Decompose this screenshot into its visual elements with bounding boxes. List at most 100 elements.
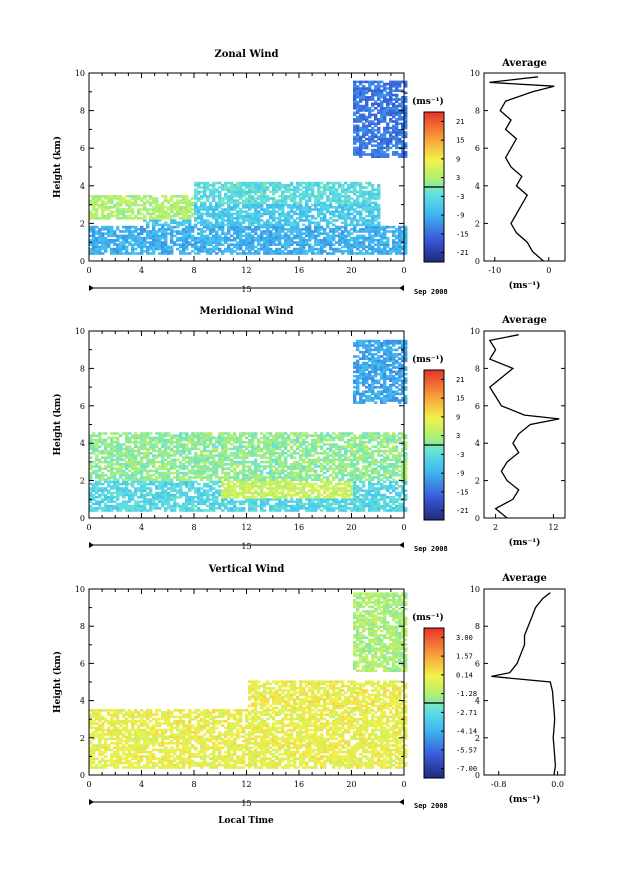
heatmap-cell	[131, 447, 135, 451]
heatmap-cell	[254, 458, 258, 462]
heatmap-cell	[92, 197, 96, 200]
heatmap-cell	[236, 491, 240, 495]
heatmap-cell	[179, 471, 183, 475]
heatmap-cell	[257, 225, 261, 229]
heatmap-cell	[167, 225, 171, 229]
heatmap-cell	[242, 206, 246, 209]
heatmap-cell	[89, 217, 93, 220]
heatmap-cell	[293, 219, 297, 222]
heatmap-cell	[305, 234, 309, 238]
heatmap-cell	[224, 184, 228, 187]
heatmap-cell	[230, 447, 234, 451]
heatmap-cell	[302, 432, 306, 435]
heatmap-cell	[128, 432, 132, 435]
heatmap-cell	[242, 184, 246, 187]
heatmap-cell	[98, 217, 102, 220]
heatmap-cell	[320, 217, 324, 220]
heatmap-cell	[329, 243, 333, 246]
heatmap-cell	[101, 195, 105, 198]
heatmap-cell	[338, 247, 342, 251]
heatmap-cell	[308, 210, 312, 213]
heatmap-cell	[284, 195, 288, 198]
heatmap-cell	[110, 491, 114, 495]
heatmap-cell	[314, 482, 318, 486]
heatmap-cell	[185, 236, 189, 240]
heatmap-cell	[305, 441, 309, 444]
heatmap-cell	[233, 230, 237, 233]
heatmap-cell	[296, 482, 300, 486]
heatmap-cell	[254, 199, 258, 202]
heatmap-cell	[200, 228, 204, 231]
heatmap-cell	[131, 197, 135, 200]
heatmap-cell	[245, 234, 249, 238]
heatmap-cell	[329, 203, 333, 207]
heatmap-cell	[155, 432, 159, 435]
heatmap-cell	[146, 234, 150, 238]
heatmap-cell	[266, 228, 270, 231]
heatmap-cell	[362, 234, 366, 238]
heatmap-cell	[113, 247, 117, 251]
heatmap-cell	[266, 476, 270, 479]
heatmap-cell	[323, 206, 327, 209]
heatmap-cell	[149, 498, 153, 501]
heatmap-cell	[116, 212, 120, 216]
heatmap-cell	[188, 243, 192, 246]
heatmap-cell	[119, 199, 123, 202]
heatmap-cell	[245, 441, 249, 444]
heatmap-cell	[350, 232, 354, 235]
heatmap-cell	[305, 432, 309, 435]
heatmap-cell	[107, 228, 111, 231]
heatmap-cell	[302, 476, 306, 479]
heatmap-cell	[194, 192, 198, 196]
heatmap-cell	[194, 208, 198, 211]
heatmap-cell	[257, 463, 261, 466]
heatmap-cell	[239, 243, 243, 246]
heatmap-cell	[221, 219, 225, 222]
heatmap-cell	[155, 245, 159, 249]
heatmap-cell	[104, 438, 108, 442]
heatmap-cell	[287, 219, 291, 222]
heatmap-cell	[320, 225, 324, 229]
heatmap-cell	[302, 219, 306, 222]
heatmap-cell	[260, 436, 264, 440]
average-y-tick-label: 2	[475, 219, 480, 228]
heatmap-cell	[119, 487, 123, 490]
heatmap-cell	[329, 239, 333, 242]
heatmap-cell	[179, 243, 183, 246]
heatmap-cell	[101, 247, 105, 251]
heatmap-cell	[308, 489, 312, 492]
heatmap-cell	[278, 214, 282, 218]
heatmap-cell	[206, 221, 210, 224]
heatmap-cell	[167, 467, 171, 470]
heatmap-cell	[125, 203, 129, 207]
heatmap-cell	[104, 487, 108, 490]
heatmap-cell	[377, 102, 381, 106]
heatmap-cell	[347, 217, 351, 220]
heatmap-cell	[152, 236, 156, 240]
heatmap-cell	[332, 228, 336, 231]
heatmap-cell	[272, 241, 276, 244]
heatmap-cell	[392, 89, 396, 92]
heatmap-cell	[278, 236, 282, 240]
heatmap-cell	[275, 250, 279, 253]
heatmap-cell	[149, 201, 153, 205]
heatmap-cell	[200, 221, 204, 224]
heatmap-cell	[332, 190, 336, 194]
heatmap-cell	[377, 239, 381, 242]
heatmap-cell	[236, 485, 240, 488]
heatmap-cell	[161, 217, 165, 220]
heatmap-cell	[389, 131, 393, 134]
heatmap-cell	[167, 452, 171, 455]
heatmap-cell	[299, 228, 303, 231]
heatmap-cell	[173, 195, 177, 198]
heatmap-cell	[107, 212, 111, 216]
heatmap-cell	[380, 100, 384, 103]
heatmap-cell	[260, 199, 264, 202]
heatmap-cell	[260, 441, 264, 444]
heatmap-cell	[113, 243, 117, 246]
heatmap-cell	[143, 493, 147, 497]
heatmap-cell	[380, 232, 384, 235]
heatmap-cell	[170, 458, 174, 462]
heatmap-cell	[128, 214, 132, 218]
heatmap-cell	[368, 120, 372, 123]
